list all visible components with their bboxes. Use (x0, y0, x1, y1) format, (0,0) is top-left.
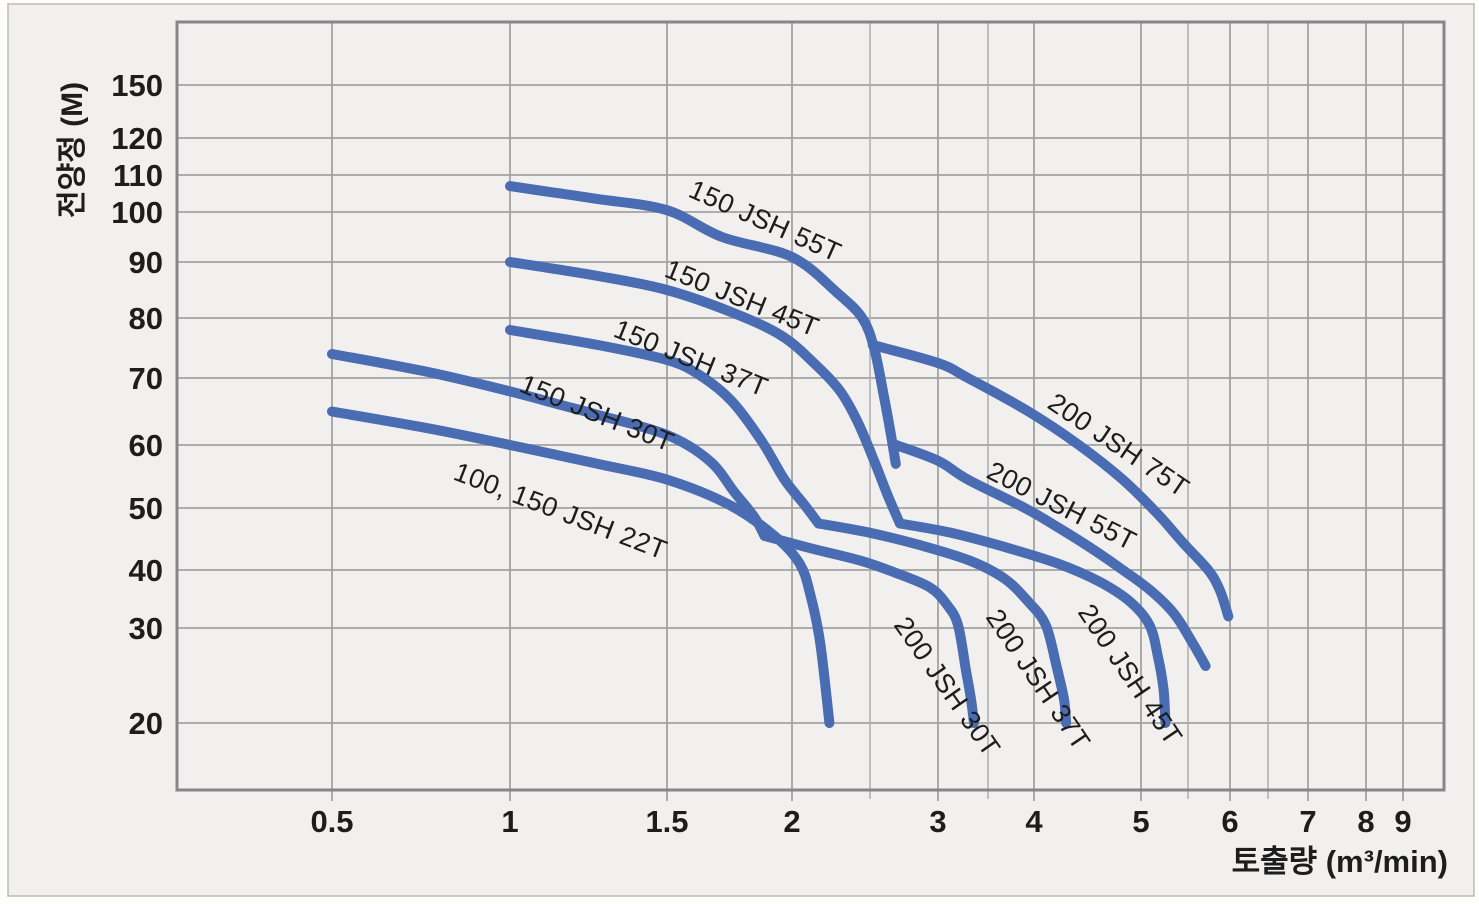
gridlines (177, 22, 1444, 801)
y-tick-label-120: 120 (111, 121, 163, 156)
curve-200-jsh-55t (890, 440, 1211, 671)
y-tick-label-30: 30 (129, 611, 163, 646)
curve-150-jsh-37t (505, 325, 824, 529)
x-tick-label-3: 3 (929, 804, 946, 839)
y-tick-label-50: 50 (129, 491, 163, 526)
x-tick-label-5: 5 (1132, 804, 1149, 839)
y-tick-label-150: 150 (111, 68, 163, 103)
curve-200-jsh-75t (867, 340, 1234, 622)
x-tick-label-7: 7 (1299, 804, 1316, 839)
x-axis-title: 토출량 (m³/min) (1232, 844, 1448, 879)
x-tick-label-2: 2 (783, 804, 800, 839)
y-tick-label-40: 40 (129, 553, 163, 588)
x-tick-label-0.5: 0.5 (310, 804, 353, 839)
x-tick-label-1: 1 (501, 804, 518, 839)
curve-150-jsh-45t (505, 257, 905, 529)
y-tick-label-100: 100 (111, 195, 163, 230)
pump-curves (327, 181, 1234, 728)
curve-150-jsh-55t (505, 181, 901, 469)
y-tick-label-70: 70 (129, 361, 163, 396)
x-tick-label-8: 8 (1357, 804, 1374, 839)
plot-frame (175, 20, 1446, 792)
y-tick-label-90: 90 (129, 245, 163, 280)
y-tick-label-20: 20 (129, 706, 163, 741)
x-tick-label-1.5: 1.5 (645, 804, 688, 839)
curve-100-150-jsh-22t (327, 406, 835, 728)
curve-200-jsh-30t (759, 530, 979, 728)
y-tick-label-110: 110 (113, 158, 163, 193)
curve-200-jsh-37t (813, 518, 1072, 728)
curve-150-jsh-30t (327, 349, 770, 541)
y-tick-label-80: 80 (129, 301, 163, 336)
x-tick-label-6: 6 (1221, 804, 1238, 839)
y-tick-label-60: 60 (129, 428, 163, 463)
x-tick-label-4: 4 (1025, 804, 1043, 839)
curve-200-jsh-45t (894, 518, 1171, 728)
y-axis-title: 전양정 (M) (56, 82, 89, 218)
x-tick-label-9: 9 (1394, 804, 1411, 839)
